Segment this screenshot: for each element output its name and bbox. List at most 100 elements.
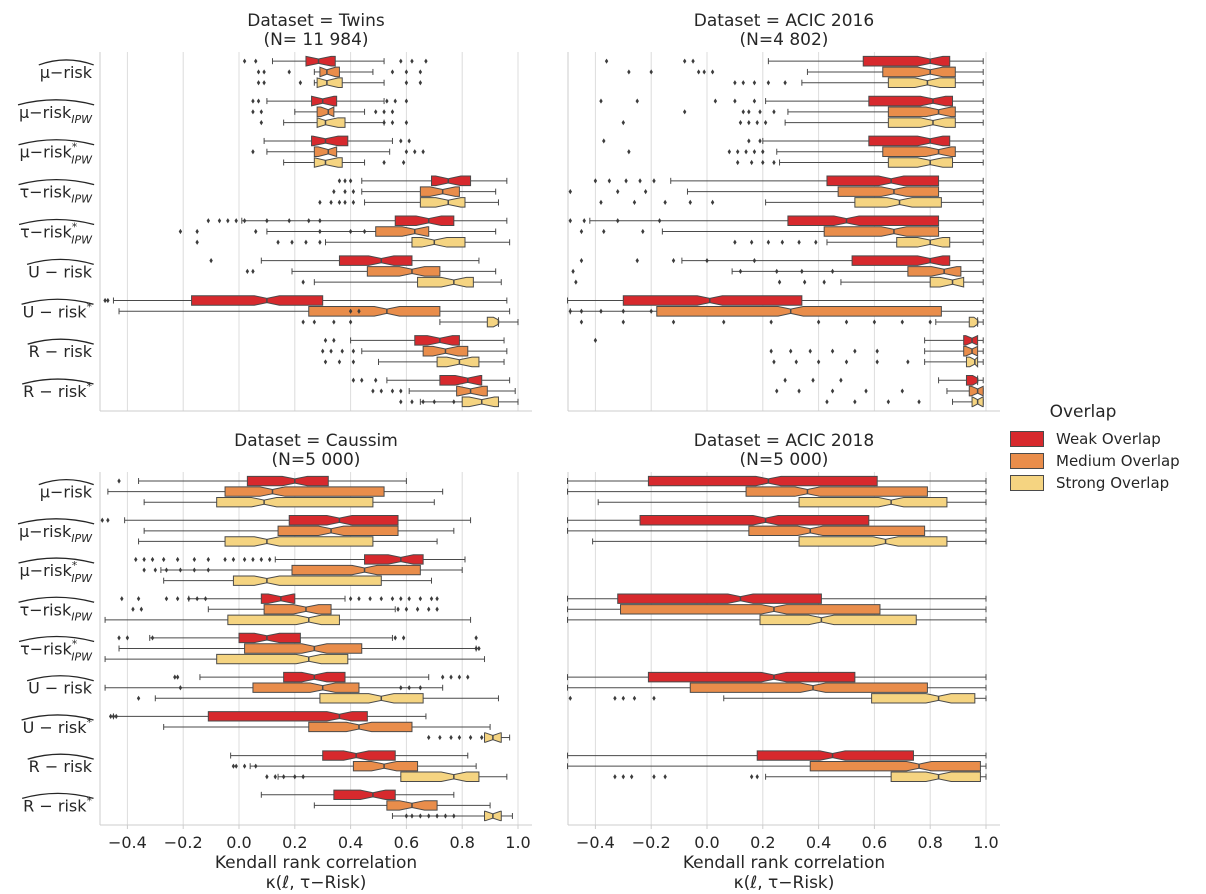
outlier-point (582, 218, 586, 224)
outlier-point (251, 149, 255, 155)
x-tick-label: 1.0 (505, 833, 530, 852)
outlier-point (568, 695, 572, 701)
box-body (288, 515, 399, 526)
metric-label: R − risk (29, 757, 93, 776)
box-body (963, 345, 979, 357)
outlier-point (621, 319, 625, 325)
outlier-point (429, 596, 434, 602)
outlier-point (663, 774, 667, 780)
box-strong (574, 276, 984, 288)
outlier-point (435, 606, 439, 612)
box-body (227, 614, 340, 626)
outlier-point (120, 596, 124, 602)
outlier-point (452, 813, 456, 819)
box-medium (251, 106, 395, 118)
outlier-point (747, 109, 751, 115)
box-weak (103, 295, 508, 306)
box-weak (604, 55, 984, 67)
outlier-point (415, 606, 420, 612)
box-body (338, 255, 413, 266)
outlier-point (178, 685, 183, 691)
outlier-point (393, 635, 397, 641)
box-body (394, 215, 455, 227)
outlier-point (351, 359, 356, 365)
panel-title: Dataset = Twins (247, 11, 385, 31)
outlier-point (117, 478, 121, 484)
legend-item-weak: Weak Overlap (1008, 428, 1204, 450)
box-body (400, 771, 480, 782)
box-weak (783, 375, 984, 386)
outlier-point (900, 319, 904, 325)
box-medium (178, 226, 497, 237)
outlier-point (452, 399, 456, 405)
box-body (364, 554, 424, 565)
x-tick-label: 0.6 (862, 833, 887, 852)
metric-label-base: μ−risk (40, 483, 93, 502)
metric-label-sub: IPW (71, 234, 93, 247)
box-body (191, 295, 324, 306)
outlier-point (192, 567, 197, 573)
box-body (305, 55, 336, 67)
legend-item-medium: Medium Overlap (1008, 450, 1204, 472)
outlier-point (351, 189, 356, 195)
outlier-point (747, 120, 751, 126)
box-body (907, 266, 962, 277)
outlier-point (733, 80, 737, 86)
outlier-point (410, 399, 414, 405)
x-tick-label: 0.4 (806, 833, 831, 852)
outlier-point (134, 556, 138, 563)
x-tick-label: 0.0 (694, 833, 719, 852)
outlier-point (125, 635, 130, 641)
metric-label: μ−riskIPW (19, 103, 93, 126)
outlier-point (875, 359, 879, 365)
box-body (965, 355, 979, 368)
outlier-point (900, 388, 904, 394)
outlier-point (404, 80, 409, 86)
outlier-point (337, 178, 342, 184)
box-weak (323, 335, 505, 346)
outlier-point (231, 556, 236, 563)
legend-item-strong: Strong Overlap (1008, 472, 1204, 494)
outlier-point (404, 813, 409, 819)
outlier-point (733, 239, 737, 245)
outlier-point (351, 348, 356, 354)
outlier-point (348, 178, 353, 184)
outlier-point (195, 239, 199, 245)
box-body (968, 316, 979, 328)
box-strong (104, 614, 472, 626)
metric-label-base: U − risk (28, 679, 93, 698)
outlier-point (357, 308, 361, 314)
outlier-point (399, 58, 403, 64)
panel-3: Dataset = Caussim(N=5 000)μ−riskμ−riskIP… (17, 431, 532, 893)
box-weak (602, 135, 984, 147)
x-tick-label: 0.6 (394, 833, 419, 852)
outlier-point (449, 674, 453, 680)
box-weak (567, 475, 987, 487)
outlier-point (735, 149, 740, 155)
outlier-point (789, 348, 793, 354)
outlier-point (178, 228, 183, 235)
outlier-point (374, 109, 378, 115)
box-strong (104, 653, 486, 665)
outlier-point (254, 58, 258, 64)
outlier-point (761, 149, 765, 155)
outlier-point (399, 685, 403, 691)
outlier-point (568, 308, 572, 314)
outlier-point (772, 159, 776, 166)
outlier-point (772, 109, 776, 115)
outlier-point (267, 556, 272, 563)
outlier-point (418, 813, 423, 819)
outlier-point (273, 774, 277, 780)
metric-label-base: U − risk (23, 302, 88, 321)
outlier-point (301, 319, 305, 325)
metric-label-base: τ−risk (20, 600, 72, 619)
outlier-point (404, 69, 409, 75)
box-body (486, 316, 499, 328)
outlier-point (206, 556, 211, 563)
metric-label: R − risk* (23, 794, 92, 815)
x-tick-label: 1.0 (973, 833, 998, 852)
box-weak (206, 215, 508, 227)
outlier-point (332, 189, 336, 195)
metric-label: U − risk* (23, 300, 93, 321)
outlier-point (758, 109, 762, 115)
